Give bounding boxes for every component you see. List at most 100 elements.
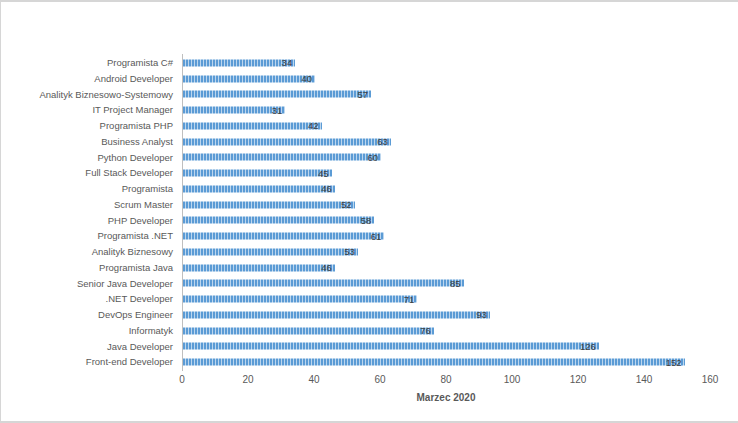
bar-value-label: 42	[308, 121, 319, 131]
bar[interactable]: 53	[183, 248, 358, 255]
category-label: Android Developer	[1, 74, 182, 84]
category-label: Programista Java	[1, 263, 182, 273]
bar-zone: 57	[182, 87, 738, 103]
bar-zone: 46	[182, 260, 738, 276]
bar[interactable]: 46	[183, 264, 335, 271]
bar-zone: 40	[182, 71, 738, 87]
bar-row: Python Developer 60	[1, 150, 738, 166]
bar[interactable]: 45	[183, 170, 332, 177]
bar[interactable]: 63	[183, 138, 391, 145]
bar[interactable]: 61	[183, 233, 384, 240]
bar-zone: 126	[182, 339, 738, 355]
x-axis-tick-label: 160	[702, 375, 719, 385]
bar-row: Scrum Master 52	[1, 197, 738, 213]
bar-value-label: 152	[666, 357, 682, 367]
bar-value-label: 40	[301, 74, 312, 84]
bar[interactable]: 152	[183, 359, 685, 366]
bar-value-label: 76	[420, 326, 431, 336]
x-axis-tick-label: 40	[308, 375, 319, 385]
bar-zone: 93	[182, 307, 738, 323]
category-label: Programista C#	[1, 58, 182, 68]
bar[interactable]: 60	[183, 154, 381, 161]
bar[interactable]: 58	[183, 217, 374, 224]
bar-row: Analityk Biznesowy53	[1, 244, 738, 260]
x-axis-tick-label: 20	[242, 375, 253, 385]
category-label: .NET Developer	[1, 294, 182, 304]
bar-row: Programista PHP42	[1, 118, 738, 134]
bar-value-label: 57	[358, 90, 369, 100]
bar[interactable]: 52	[183, 201, 355, 208]
x-axis-tick-label: 100	[504, 375, 521, 385]
bar[interactable]: 93	[183, 311, 490, 318]
category-label: Senior Java Developer	[1, 279, 182, 289]
bar-zone: 34	[182, 55, 738, 71]
bar[interactable]: 40	[183, 75, 315, 82]
bar-value-label: 63	[377, 137, 388, 147]
bar-zone: 76	[182, 323, 738, 339]
bar-row: Senior Java Developer 85	[1, 276, 738, 292]
bar[interactable]: 34	[183, 59, 295, 66]
bar-zone: 45	[182, 165, 738, 181]
bar[interactable]: 85	[183, 280, 464, 287]
bar-row: .NET Developer 71	[1, 291, 738, 307]
bar-value-label: 53	[344, 247, 355, 257]
bar-zone: 85	[182, 276, 738, 292]
bar-row: Programista Java 46	[1, 260, 738, 276]
bar[interactable]: 57	[183, 91, 371, 98]
bar-row: IT Project Manager31	[1, 102, 738, 118]
bar[interactable]: 76	[183, 327, 434, 334]
bar-row: Java Developer126	[1, 339, 738, 355]
bar-chart[interactable]: Programista C#34 Android Developer 40 Anali…	[0, 0, 738, 423]
bar[interactable]: 71	[183, 296, 417, 303]
bar-zone: 63	[182, 134, 738, 150]
category-label: Scrum Master	[1, 200, 182, 210]
category-label: Front-end Developer	[1, 357, 182, 367]
x-axis-title: Marzec 2020	[182, 392, 710, 403]
x-axis-tick-label: 80	[440, 375, 451, 385]
bar-value-label: 52	[341, 200, 352, 210]
bar-value-label: 126	[580, 342, 596, 352]
bar-row: PHP Developer58	[1, 213, 738, 229]
bar-value-label: 45	[318, 168, 329, 178]
bar-zone: 71	[182, 291, 738, 307]
plot-area: Programista C#34 Android Developer 40 Anali…	[1, 55, 738, 370]
category-axis-line	[182, 54, 183, 371]
bar-value-label: 85	[450, 279, 461, 289]
category-label: Business Analyst	[1, 137, 182, 147]
bar-zone: 58	[182, 213, 738, 229]
category-label: Informatyk	[1, 326, 182, 336]
bar[interactable]: 126	[183, 343, 599, 350]
bar[interactable]: 31	[183, 107, 285, 114]
category-label: Programista .NET	[1, 231, 182, 241]
bar-zone: 61	[182, 228, 738, 244]
bar-value-label: 61	[371, 231, 382, 241]
category-label: Analityk Biznesowo-Systemowy	[1, 90, 182, 100]
bar-row: Business Analyst 63	[1, 134, 738, 150]
x-axis-tick-label: 0	[179, 375, 185, 385]
category-label: DevOps Engineer	[1, 310, 182, 320]
category-label: IT Project Manager	[1, 105, 182, 115]
bar[interactable]: 42	[183, 122, 322, 129]
bar[interactable]: 46	[183, 185, 335, 192]
bar-zone: 60	[182, 150, 738, 166]
bar-row: DevOps Engineer 93	[1, 307, 738, 323]
bar-row: Full Stack Developer 45	[1, 165, 738, 181]
bar-value-label: 60	[367, 153, 378, 163]
bar-value-label: 71	[404, 294, 415, 304]
bar-row: Analityk Biznesowo-Systemowy 57	[1, 87, 738, 103]
bar-row: Programista46	[1, 181, 738, 197]
bar-value-label: 46	[321, 263, 332, 273]
x-axis-tick-label: 120	[570, 375, 587, 385]
bar-row: Android Developer 40	[1, 71, 738, 87]
bar-row: Front-end Developer 152	[1, 354, 738, 370]
x-axis: 020406080100120140160	[1, 375, 738, 389]
bar-value-label: 46	[321, 184, 332, 194]
bar-value-label: 93	[476, 310, 487, 320]
bar-zone: 52	[182, 197, 738, 213]
bar-zone: 31	[182, 102, 738, 118]
bar-row: Informatyk 76	[1, 323, 738, 339]
bar-zone: 42	[182, 118, 738, 134]
category-label: Full Stack Developer	[1, 168, 182, 178]
category-label: Python Developer	[1, 153, 182, 163]
bar-zone: 152	[182, 354, 738, 370]
